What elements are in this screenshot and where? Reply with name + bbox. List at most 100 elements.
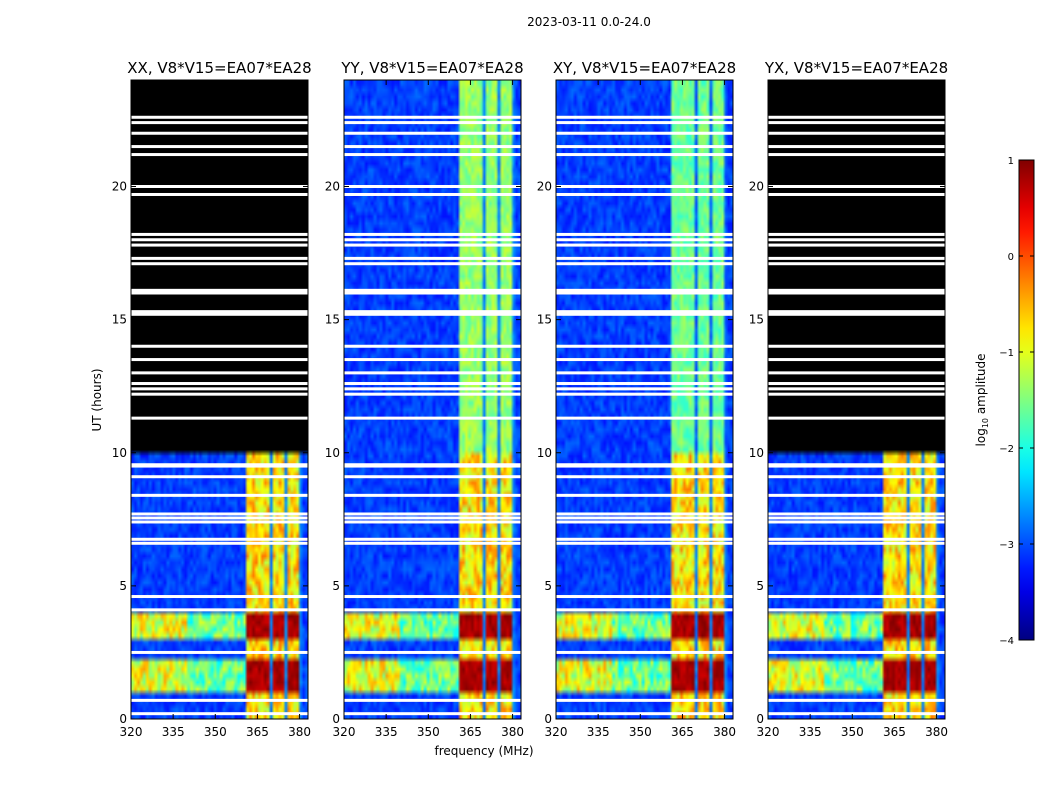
- axes-frame: [343, 79, 522, 720]
- flagged-row: [131, 371, 308, 375]
- flagged-row: [556, 650, 733, 654]
- flagged-row: [131, 392, 308, 396]
- panel-title: YX, V8*V15=EA07*EA28: [764, 59, 948, 77]
- flagged-row: [768, 475, 945, 479]
- flagged-row: [344, 262, 521, 266]
- flagged-row: [768, 608, 945, 612]
- flagged-row: [344, 256, 521, 260]
- flagged-row: [556, 256, 733, 260]
- flagged-row: [344, 595, 521, 599]
- flagged-row: [768, 358, 945, 362]
- flagged-row: [131, 608, 308, 612]
- flagged-row: [344, 232, 521, 236]
- flagged-row: [556, 358, 733, 362]
- flagged-row: [556, 493, 733, 497]
- flagged-row: [344, 512, 521, 516]
- x-tick-label: 335: [375, 725, 398, 739]
- flagged-row: [131, 595, 308, 599]
- flagged-row: [768, 312, 945, 316]
- flagged-row: [768, 256, 945, 260]
- flagged-row: [768, 238, 945, 242]
- x-tick-label: 350: [629, 725, 652, 739]
- flagged-row: [768, 243, 945, 247]
- flagged-row: [344, 371, 521, 375]
- x-tick-label: 380: [288, 725, 311, 739]
- flagged-row: [768, 344, 945, 348]
- flagged-row: [131, 698, 308, 702]
- flagged-row: [768, 115, 945, 119]
- flagged-row: [556, 232, 733, 236]
- flagged-row: [344, 310, 521, 314]
- flagged-row: [768, 288, 945, 292]
- y-tick-label: 20: [537, 180, 552, 194]
- colorbar: −4 −3 −2 −1 0 1: [999, 156, 1035, 647]
- x-tick-label: 350: [417, 725, 440, 739]
- flagged-row: [556, 387, 733, 391]
- flagged-row: [556, 516, 733, 520]
- axes-frame: [130, 79, 309, 720]
- flagged-row: [556, 416, 733, 420]
- flagged-row: [556, 595, 733, 599]
- y-tick-label: 10: [537, 446, 552, 460]
- colorbar-tick-label: 0: [1008, 252, 1014, 263]
- flagged-row: [131, 153, 308, 157]
- flagged-row: [768, 121, 945, 125]
- flagged-row: [556, 121, 733, 125]
- flagged-row: [344, 387, 521, 391]
- y-tick-label: 5: [756, 579, 764, 593]
- flagged-row: [556, 238, 733, 242]
- flagged-row: [344, 358, 521, 362]
- flagged-row: [344, 131, 521, 135]
- panels: XX, V8*V15=EA07*EA28 320 335 350 365 380 0 5 10 1…: [112, 59, 948, 739]
- flagged-row: [768, 192, 945, 196]
- flagged-row: [131, 232, 308, 236]
- flagged-row: [556, 371, 733, 375]
- flagged-row: [344, 192, 521, 196]
- flagged-row: [131, 256, 308, 260]
- flagged-row: [344, 475, 521, 479]
- flagged-row: [768, 382, 945, 386]
- flagged-row: [344, 463, 521, 467]
- axes-frame: [555, 79, 734, 720]
- flagged-row: [131, 493, 308, 497]
- flagged-row: [344, 153, 521, 157]
- flagged-row: [768, 185, 945, 188]
- x-tick-label: 335: [587, 725, 610, 739]
- colorbar-tick-label: 1: [1008, 156, 1014, 167]
- flagged-row: [131, 712, 308, 716]
- y-tick-label: 5: [544, 579, 552, 593]
- flagged-row: [556, 312, 733, 316]
- flagged-row: [131, 463, 308, 467]
- x-tick-label: 365: [246, 725, 269, 739]
- colorbar-tick-label: −3: [999, 540, 1014, 551]
- y-tick-label: 15: [537, 313, 552, 327]
- flagged-row: [131, 344, 308, 348]
- flagged-row: [344, 312, 521, 316]
- y-tick-label: 20: [325, 180, 340, 194]
- flagged-row: [556, 512, 733, 516]
- flagged-row: [344, 121, 521, 125]
- flagged-row: [131, 312, 308, 316]
- flagged-row: [131, 121, 308, 125]
- flagged-row: [768, 595, 945, 599]
- y-tick-label: 5: [332, 579, 340, 593]
- flagged-row: [768, 153, 945, 157]
- colorbar-label-subscript: 10: [981, 418, 990, 428]
- flagged-row: [768, 650, 945, 654]
- flagged-row: [131, 192, 308, 196]
- y-tick-label: 0: [119, 712, 127, 726]
- flagged-row: [131, 115, 308, 119]
- y-tick-label: 20: [749, 180, 764, 194]
- flagged-row: [556, 537, 733, 541]
- panel-title: XX, V8*V15=EA07*EA28: [127, 59, 311, 77]
- flagged-row: [131, 291, 308, 295]
- flagged-row: [556, 382, 733, 386]
- y-tick-label: 0: [756, 712, 764, 726]
- flagged-row: [556, 541, 733, 545]
- flagged-row: [556, 310, 733, 314]
- y-tick-label: 10: [325, 446, 340, 460]
- figure-suptitle: 2023-03-11 0.0-24.0: [527, 15, 651, 29]
- flagged-row: [344, 541, 521, 545]
- y-tick-label: 0: [544, 712, 552, 726]
